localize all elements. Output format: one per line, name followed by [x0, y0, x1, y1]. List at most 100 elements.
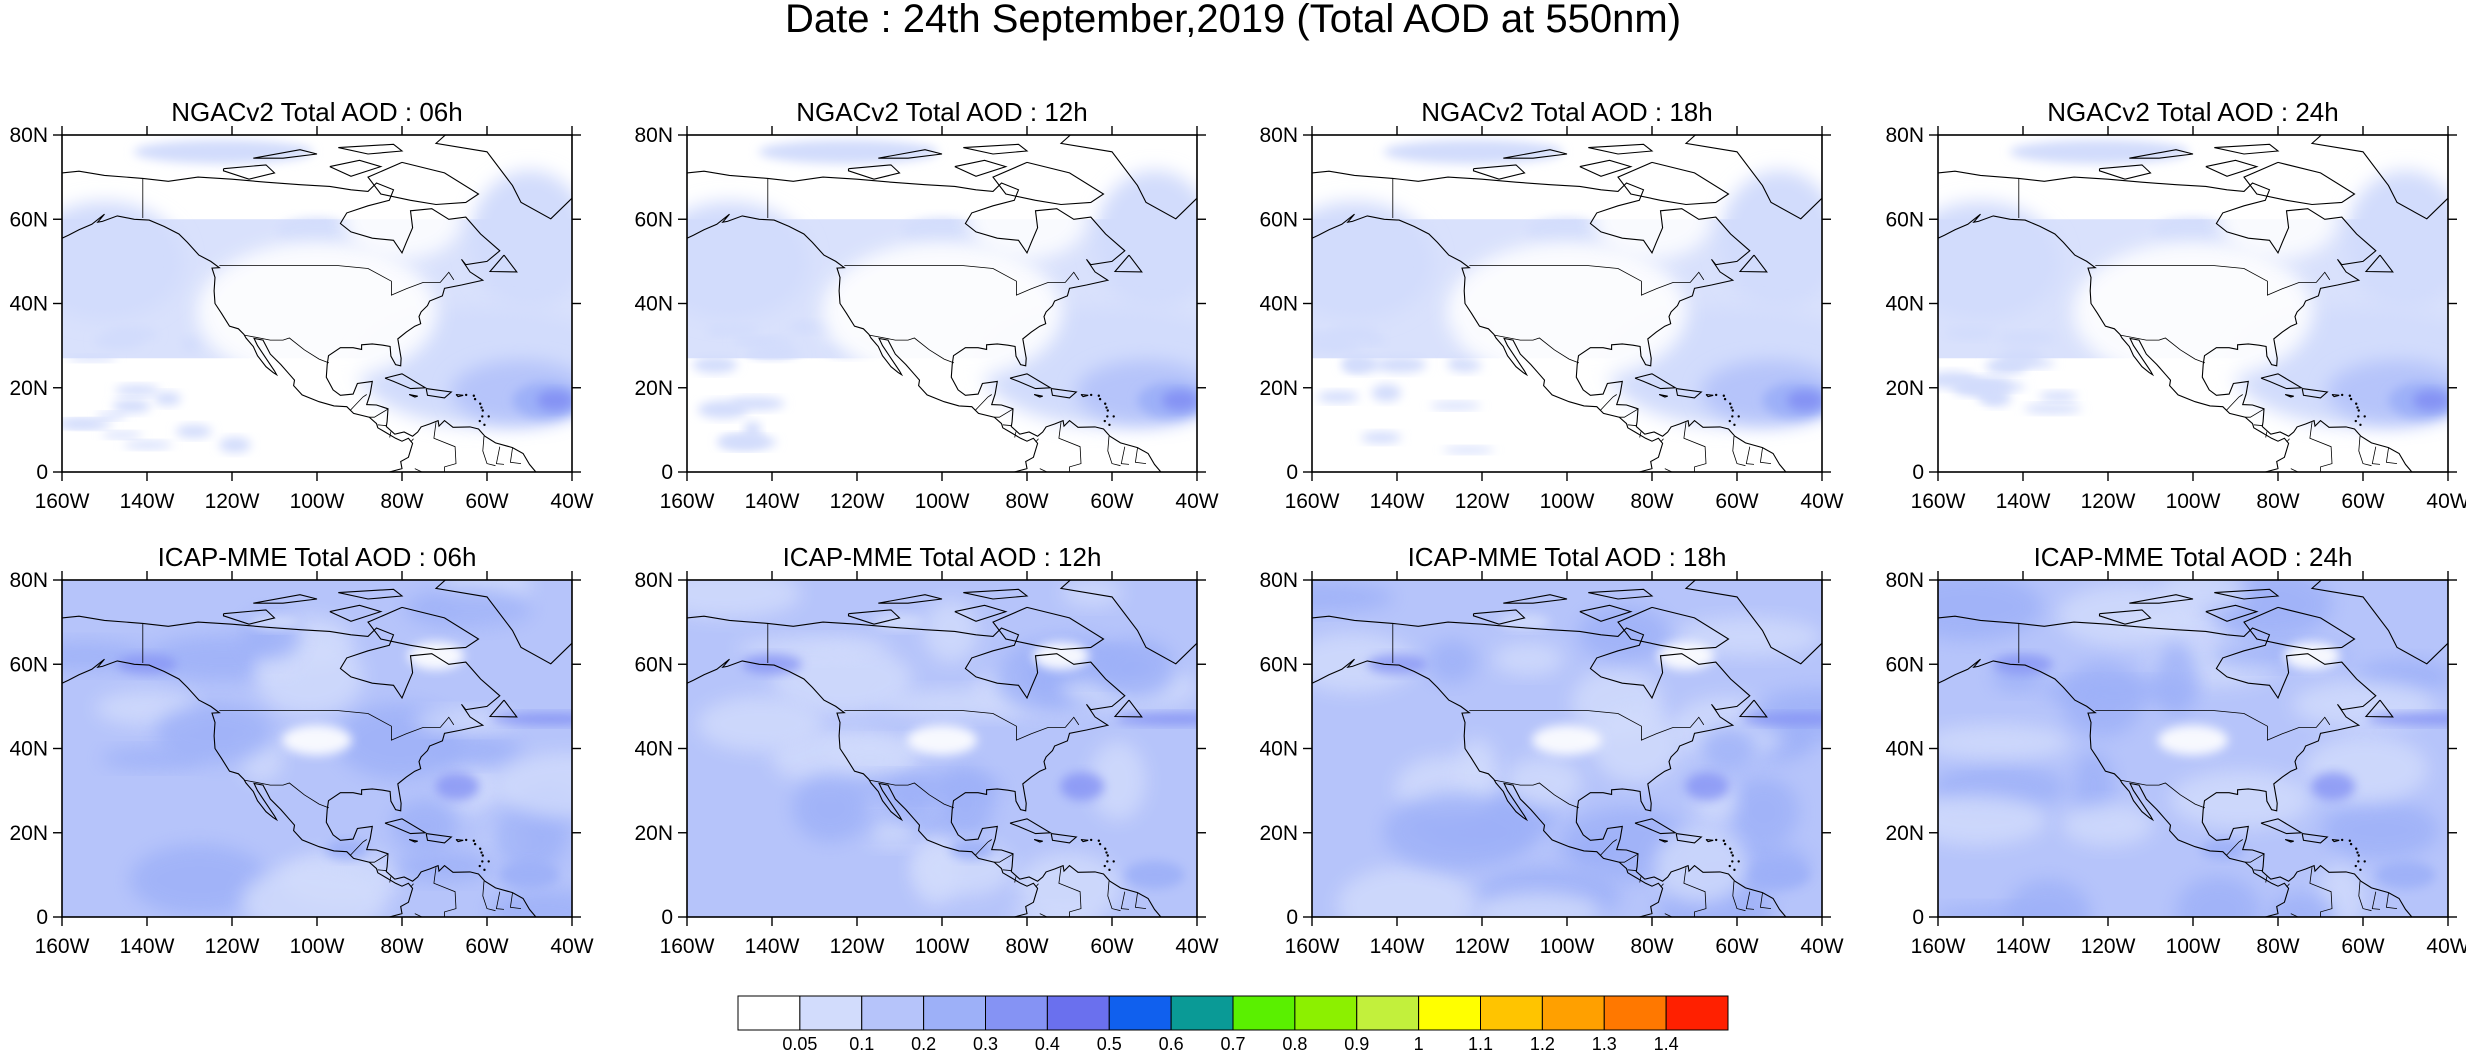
lon-tick-label: 100W — [2166, 935, 2221, 958]
colorbar-label: 0.3 — [973, 1034, 998, 1054]
lon-tick-label: 120W — [205, 490, 260, 513]
lat-tick-label: 20N — [1259, 822, 1298, 845]
lat-tick-label: 20N — [1259, 377, 1298, 400]
lon-tick-label: 120W — [1455, 935, 1510, 958]
lon-tick-label: 140W — [1996, 935, 2051, 958]
map-panel-icap-06: 0 20N 40N 60N 80N 160W 140W 120W 100W 80W 60W 40W IC… — [9, 542, 593, 958]
lon-tick-label: 60W — [465, 490, 508, 513]
colorbar-swatch — [1356, 995, 1420, 1031]
lon-tick-label: 160W — [35, 935, 90, 958]
lon-tick-label: 140W — [745, 935, 800, 958]
lat-tick-label: 20N — [1885, 822, 1924, 845]
colorbar-swatch — [1170, 995, 1234, 1031]
axis-ticks: 0 20N 40N 60N 80N 160W 140W 120W 100W 80W 60W 40W — [1885, 569, 2466, 958]
lon-tick-label: 40W — [1800, 935, 1843, 958]
lon-tick-label: 140W — [1370, 935, 1425, 958]
aod-field — [1312, 580, 1822, 917]
coastlines — [62, 580, 572, 917]
lon-tick-label: 40W — [550, 935, 593, 958]
colorbar-swatch — [985, 995, 1048, 1031]
map-panel-icap-24: 0 20N 40N 60N 80N 160W 140W 120W 100W 80W 60W 40W IC… — [1885, 542, 2466, 958]
lon-tick-label: 120W — [830, 935, 885, 958]
lon-tick-label: 40W — [2426, 935, 2466, 958]
lon-tick-label: 60W — [1715, 490, 1758, 513]
lon-tick-label: 160W — [1911, 935, 1966, 958]
lon-tick-label: 100W — [915, 490, 970, 513]
lon-tick-label: 100W — [1540, 935, 1595, 958]
lon-tick-label: 140W — [1370, 490, 1425, 513]
colorbar-label: 0.1 — [849, 1034, 874, 1054]
lon-tick-label: 160W — [1911, 490, 1966, 513]
lon-tick-label: 60W — [2341, 935, 2384, 958]
lon-tick-label: 120W — [1455, 490, 1510, 513]
lat-tick-label: 60N — [1885, 208, 1924, 231]
lon-tick-label: 60W — [465, 935, 508, 958]
lon-tick-label: 100W — [290, 490, 345, 513]
coastlines — [1312, 580, 1822, 917]
lon-tick-label: 80W — [1630, 490, 1673, 513]
lat-tick-label: 60N — [1259, 653, 1298, 676]
axis-ticks: 0 20N 40N 60N 80N 160W 140W 120W 100W 80W 60W 40W — [1259, 569, 1843, 958]
aod-field — [62, 135, 572, 472]
lat-tick-label: 60N — [1885, 653, 1924, 676]
colorbar-swatch — [1108, 995, 1172, 1031]
map-panel-ngac-18: 0 20N 40N 60N 80N 160W 140W 120W 100W 80W 60W 40W NG… — [1259, 97, 1843, 513]
lon-tick-label: 140W — [120, 490, 175, 513]
lon-tick-label: 160W — [660, 935, 715, 958]
lon-tick-label: 40W — [1175, 935, 1218, 958]
axis-ticks: 0 20N 40N 60N 80N 160W 140W 120W 100W 80W 60W 40W — [634, 569, 1218, 958]
colorbar-label: 0.7 — [1220, 1034, 1245, 1054]
map-panel-ngac-12: 0 20N 40N 60N 80N 160W 140W 120W 100W 80W 60W 40W NG… — [634, 97, 1218, 513]
lon-tick-label: 40W — [1175, 490, 1218, 513]
coastlines — [62, 135, 572, 472]
aod-field — [1938, 135, 2448, 472]
colorbar-swatch — [1480, 995, 1543, 1031]
lon-tick-label: 140W — [1996, 490, 2051, 513]
lon-tick-label: 40W — [550, 490, 593, 513]
lon-tick-label: 160W — [1285, 935, 1340, 958]
lon-tick-label: 120W — [205, 935, 260, 958]
lat-tick-label: 60N — [9, 653, 48, 676]
lat-tick-label: 60N — [634, 653, 673, 676]
lat-tick-label: 60N — [1259, 208, 1298, 231]
lon-tick-label: 100W — [2166, 490, 2221, 513]
colorbar-swatch — [1418, 995, 1481, 1031]
panel-grid: 0 20N 40N 60N 80N 160W 140W 120W 100W 80W 60W 40W NG… — [9, 97, 2466, 958]
coastlines — [687, 135, 1197, 472]
colorbar-swatch — [1665, 995, 1729, 1031]
panel-title: ICAP-MME Total AOD : 18h — [1408, 542, 1727, 572]
colorbar-label: 1.1 — [1468, 1034, 1493, 1054]
lat-tick-label: 20N — [1885, 377, 1924, 400]
colorbar-label: 0.6 — [1159, 1034, 1184, 1054]
coastlines — [1938, 135, 2448, 472]
figure-title: Date : 24th September,2019 (Total AOD at… — [785, 0, 1681, 41]
colorbar-label: 0.8 — [1282, 1034, 1307, 1054]
panel-title: ICAP-MME Total AOD : 06h — [158, 542, 477, 572]
lon-tick-label: 80W — [2256, 935, 2299, 958]
lon-tick-label: 160W — [35, 490, 90, 513]
lon-tick-label: 80W — [1630, 935, 1673, 958]
lon-tick-label: 160W — [1285, 490, 1340, 513]
coastlines — [687, 580, 1197, 917]
panel-title: NGACv2 Total AOD : 06h — [171, 97, 462, 127]
lon-tick-label: 60W — [1715, 935, 1758, 958]
lon-tick-label: 80W — [1005, 490, 1048, 513]
lon-tick-label: 120W — [2081, 935, 2136, 958]
colorbar-label: 1.2 — [1530, 1034, 1555, 1054]
colorbar-swatch — [1294, 995, 1358, 1031]
colorbar-label: 0.4 — [1035, 1034, 1060, 1054]
lat-tick-label: 60N — [9, 208, 48, 231]
lat-tick-label: 20N — [634, 377, 673, 400]
map-panel-ngac-24: 0 20N 40N 60N 80N 160W 140W 120W 100W 80W 60W 40W NG… — [1885, 97, 2466, 513]
map-panel-icap-12: 0 20N 40N 60N 80N 160W 140W 120W 100W 80W 60W 40W IC… — [634, 542, 1218, 958]
lat-tick-label: 0 — [1912, 461, 1924, 484]
lat-tick-label: 80N — [634, 124, 673, 147]
lon-tick-label: 100W — [290, 935, 345, 958]
lat-tick-label: 40N — [1259, 293, 1298, 316]
lon-tick-label: 100W — [1540, 490, 1595, 513]
lon-tick-label: 80W — [380, 490, 423, 513]
lat-tick-label: 80N — [9, 569, 48, 592]
axis-ticks: 0 20N 40N 60N 80N 160W 140W 120W 100W 80W 60W 40W — [1259, 124, 1843, 513]
lat-tick-label: 60N — [634, 208, 673, 231]
lon-tick-label: 60W — [2341, 490, 2384, 513]
